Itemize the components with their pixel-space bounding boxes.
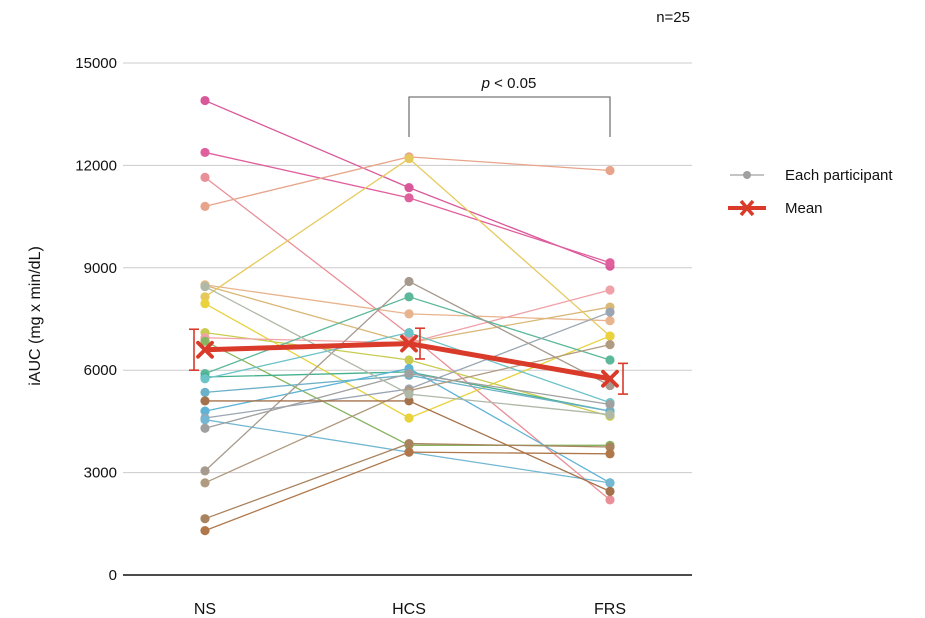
participant-24 <box>200 396 615 496</box>
participant-point <box>404 153 414 164</box>
gridlines <box>123 62 692 474</box>
y-tick-label: 6000 <box>84 362 117 379</box>
x-tick-label: NS <box>194 601 216 618</box>
participant-point <box>605 331 615 341</box>
legend-participant-label: Each participant <box>785 167 893 184</box>
participant-series <box>200 95 615 536</box>
y-tick-label: 9000 <box>84 260 117 277</box>
y-tick-label: 12000 <box>75 157 117 174</box>
participant-point <box>200 336 210 346</box>
legend-participant-marker <box>743 171 751 179</box>
significance-bracket-line <box>408 96 611 137</box>
participant-point <box>605 478 615 488</box>
participant-point <box>200 406 210 416</box>
participant-point <box>404 193 414 203</box>
x-tick-label: HCS <box>392 601 426 618</box>
participant-25 <box>200 281 615 420</box>
participant-point <box>200 466 210 476</box>
participant-point <box>605 258 615 268</box>
participant-point <box>605 307 615 317</box>
participant-point <box>605 355 615 365</box>
participant-23 <box>200 447 615 536</box>
legend-item-mean: Mean <box>728 199 823 217</box>
participant-point <box>605 409 615 420</box>
participant-point <box>404 355 414 365</box>
participant-point <box>404 413 414 423</box>
mean-marker <box>601 369 619 388</box>
participant-7 <box>200 153 615 341</box>
participant-19 <box>200 369 615 433</box>
participant-20 <box>200 276 615 476</box>
y-axis-label: iAUC (mg x min/dL) <box>27 246 44 386</box>
participant-point <box>605 399 615 409</box>
participant-point <box>200 281 210 292</box>
participant-point <box>404 328 414 338</box>
significance-threshold: < 0.05 <box>490 75 536 92</box>
mean-series <box>189 327 628 395</box>
mean-marker <box>400 334 418 353</box>
significance-label: p < 0.05 <box>481 75 537 92</box>
participant-point <box>200 95 210 106</box>
mean-error-bar <box>415 327 425 360</box>
y-tick-label: 15000 <box>75 55 117 72</box>
participant-point <box>404 369 414 379</box>
participant-point <box>605 340 615 350</box>
participant-point <box>605 165 615 176</box>
participant-22 <box>200 438 615 524</box>
participant-point <box>605 486 615 496</box>
participant-point <box>404 309 414 319</box>
participant-point <box>404 182 414 193</box>
legend-item-participant: Each participant <box>730 167 893 184</box>
participant-point <box>200 374 210 384</box>
participant-point <box>404 396 414 406</box>
participant-point <box>200 526 210 536</box>
participant-point <box>605 285 615 295</box>
participant-point <box>200 387 210 397</box>
axes: 0 3000 6000 9000 12000 15000 NS HCS FRS <box>75 55 692 618</box>
participant-point <box>404 389 414 399</box>
participant-point <box>404 276 414 287</box>
participant-point <box>200 201 210 211</box>
significance-p: p <box>481 75 490 92</box>
participant-point <box>200 292 210 302</box>
significance-bracket: p < 0.05 <box>408 75 611 137</box>
participant-point <box>200 514 210 524</box>
mean-error-bar <box>618 362 628 395</box>
participant-point <box>404 447 414 457</box>
participant-point <box>605 316 615 326</box>
participant-point <box>200 396 210 406</box>
participant-point <box>200 172 210 182</box>
legend-mean-label: Mean <box>785 200 823 217</box>
participant-2 <box>200 147 615 268</box>
mean-error-bar <box>189 328 199 372</box>
participant-point <box>200 478 210 488</box>
participant-5 <box>200 280 615 326</box>
participant-point <box>200 423 210 433</box>
y-tick-label: 3000 <box>84 465 117 482</box>
legend-mean-marker <box>739 199 755 217</box>
participant-point <box>404 292 414 302</box>
participant-point <box>404 438 414 449</box>
participant-point <box>605 495 615 505</box>
participant-line <box>204 151 611 264</box>
participant-point <box>200 147 210 158</box>
x-tick-label: FRS <box>594 601 626 618</box>
participant-point <box>605 442 615 452</box>
participant-point <box>605 449 615 459</box>
legend: Each participant Mean <box>728 167 893 217</box>
y-tick-label: 0 <box>109 567 117 584</box>
sample-size-annotation: n=25 <box>656 9 690 26</box>
participant-point <box>200 299 210 309</box>
participant-point <box>200 415 210 425</box>
mean-marker <box>196 340 214 359</box>
